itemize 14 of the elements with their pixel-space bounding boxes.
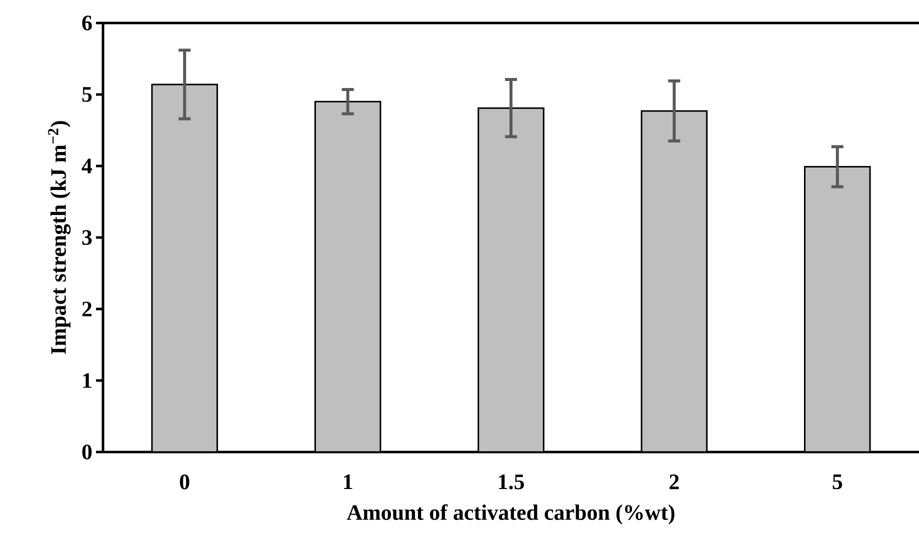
y-tick-label: 3 (82, 230, 92, 245)
x-tick-label: 1 (344, 474, 352, 490)
y-tick-label: 5 (82, 87, 92, 102)
x-tick-label: 2 (670, 474, 679, 490)
y-tick-label: 1 (83, 373, 92, 388)
y-tick-label: 6 (82, 16, 92, 30)
y-tick-label: 0 (82, 444, 92, 460)
x-tick-label: 5 (832, 474, 842, 490)
x-tick-label: 1.5 (499, 474, 524, 490)
y-tick-label: 4 (82, 158, 92, 174)
y-axis-title: Impact strength (kJ m$^{−2}$) (48, 121, 71, 354)
x-tick-label: 0 (180, 474, 190, 490)
x-axis-title: Amount of activated carbon (%wt) (346, 504, 674, 524)
y-tick-label: 2 (82, 302, 92, 316)
